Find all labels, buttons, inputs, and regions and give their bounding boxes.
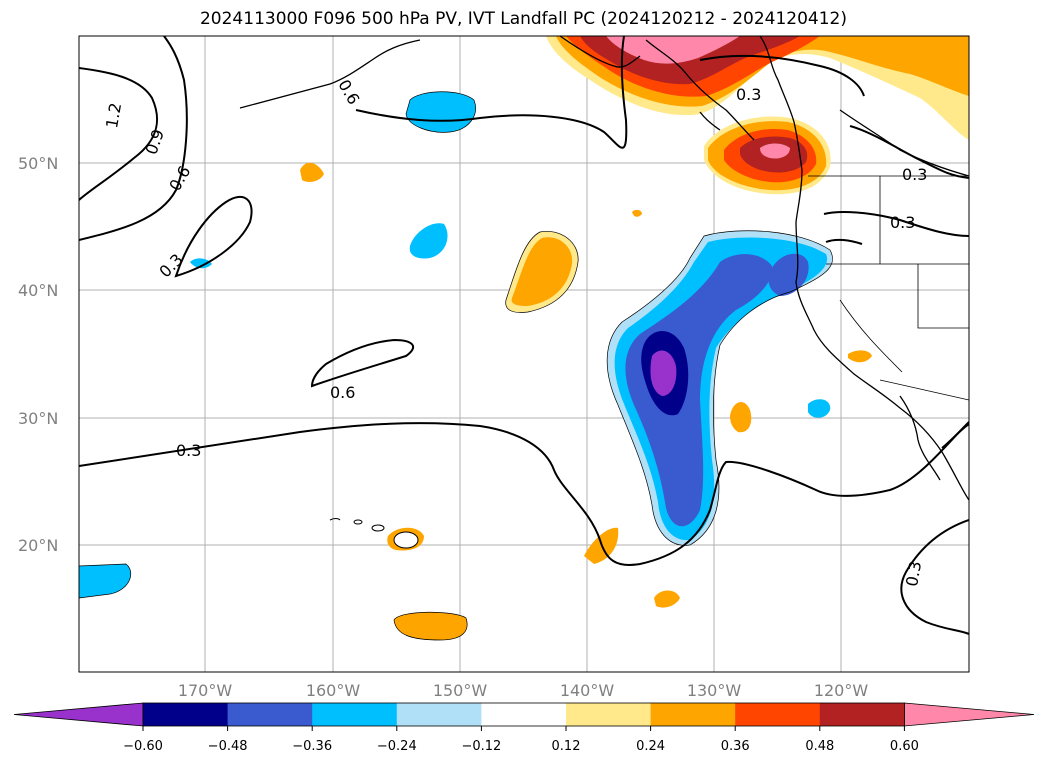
negative-blob-west xyxy=(79,564,131,598)
lon-label: 160°W xyxy=(306,681,361,700)
negative-plume-purple xyxy=(650,350,677,396)
colorbar-border xyxy=(142,702,905,727)
negative-plume-coast-blob xyxy=(768,253,809,296)
negative-blob-mid xyxy=(409,223,448,259)
positive-pnw-pink xyxy=(760,143,790,159)
positive-blob-160w xyxy=(300,162,324,182)
colorbar-swatch xyxy=(819,703,905,726)
lat-label: 50°N xyxy=(18,154,58,173)
positive-blob-point xyxy=(632,209,642,217)
positive-blob-128w xyxy=(730,402,752,433)
colorbar-swatch xyxy=(735,703,821,726)
lat-label: 30°N xyxy=(18,409,58,428)
colorbar-tick-label: −0.60 xyxy=(123,739,163,754)
colorbar-swatch xyxy=(481,703,567,726)
negative-blob-baja xyxy=(808,399,831,418)
colorbar-extend-low xyxy=(13,702,144,727)
colorbar-tick-label: 0.24 xyxy=(636,739,665,754)
negative-blob-tiny xyxy=(190,258,212,269)
positive-blob-mid-orange xyxy=(511,237,573,306)
colorbar-tick-label: −0.36 xyxy=(292,739,332,754)
positive-blob-hawaii-s xyxy=(394,612,468,640)
colorbar-swatch xyxy=(143,703,229,726)
contour-label: 1.2 xyxy=(102,101,125,129)
positive-blob-135w xyxy=(654,590,680,608)
lon-label: 120°W xyxy=(814,681,869,700)
contour-label: 0.3 xyxy=(902,560,925,588)
colorbar-tick-label: −0.12 xyxy=(461,739,501,754)
map-border xyxy=(78,35,970,673)
colorbar-swatch xyxy=(227,703,313,726)
colorbar-extend-high xyxy=(904,702,1035,727)
negative-plume-medium xyxy=(625,254,773,527)
contour-label: 0.6 xyxy=(330,383,355,402)
latitude-labels: 50°N 40°N 30°N 20°N xyxy=(18,154,58,555)
colorbar: −0.60 −0.48 −0.36 −0.24 −0.12 0.12 0.24 0.36 0.4… xyxy=(13,702,1035,754)
colorbar-swatch xyxy=(566,703,652,726)
state-borders xyxy=(808,175,969,401)
colorbar-tick-label: 0.12 xyxy=(552,739,581,754)
contour-label: 0.3 xyxy=(902,165,927,184)
colorbar-swatch xyxy=(396,703,482,726)
contour-label: 0.3 xyxy=(736,85,761,104)
lon-label: 150°W xyxy=(433,681,488,700)
hawaii-islands xyxy=(329,518,419,549)
colorbar-tick-label: 0.48 xyxy=(805,739,834,754)
colorbar-tick-label: −0.24 xyxy=(377,739,417,754)
longitude-labels: 170°W 160°W 150°W 140°W 130°W 120°W xyxy=(178,681,869,700)
colorbar-tick-label: 0.36 xyxy=(721,739,750,754)
ivt-shading xyxy=(79,36,969,641)
negative-blob-nw xyxy=(406,91,476,133)
colorbar-swatch xyxy=(312,703,398,726)
map-area xyxy=(79,36,969,672)
colorbar-tick-label: 0.60 xyxy=(890,739,919,754)
chart-title: 2024113000 F096 500 hPa PV, IVT Landfall… xyxy=(199,9,847,29)
colorbar-swatch xyxy=(650,703,736,726)
contour-label: 0.3 xyxy=(890,213,915,232)
contour-label: 0.3 xyxy=(176,441,201,460)
lat-label: 40°N xyxy=(18,281,58,300)
lon-label: 130°W xyxy=(687,681,742,700)
lat-label: 20°N xyxy=(18,536,58,555)
pv-contours xyxy=(79,36,969,635)
lon-label: 170°W xyxy=(178,681,233,700)
colorbar-tick-label: −0.48 xyxy=(208,739,248,754)
lon-label: 140°W xyxy=(560,681,615,700)
positive-blob-baja xyxy=(848,350,872,363)
